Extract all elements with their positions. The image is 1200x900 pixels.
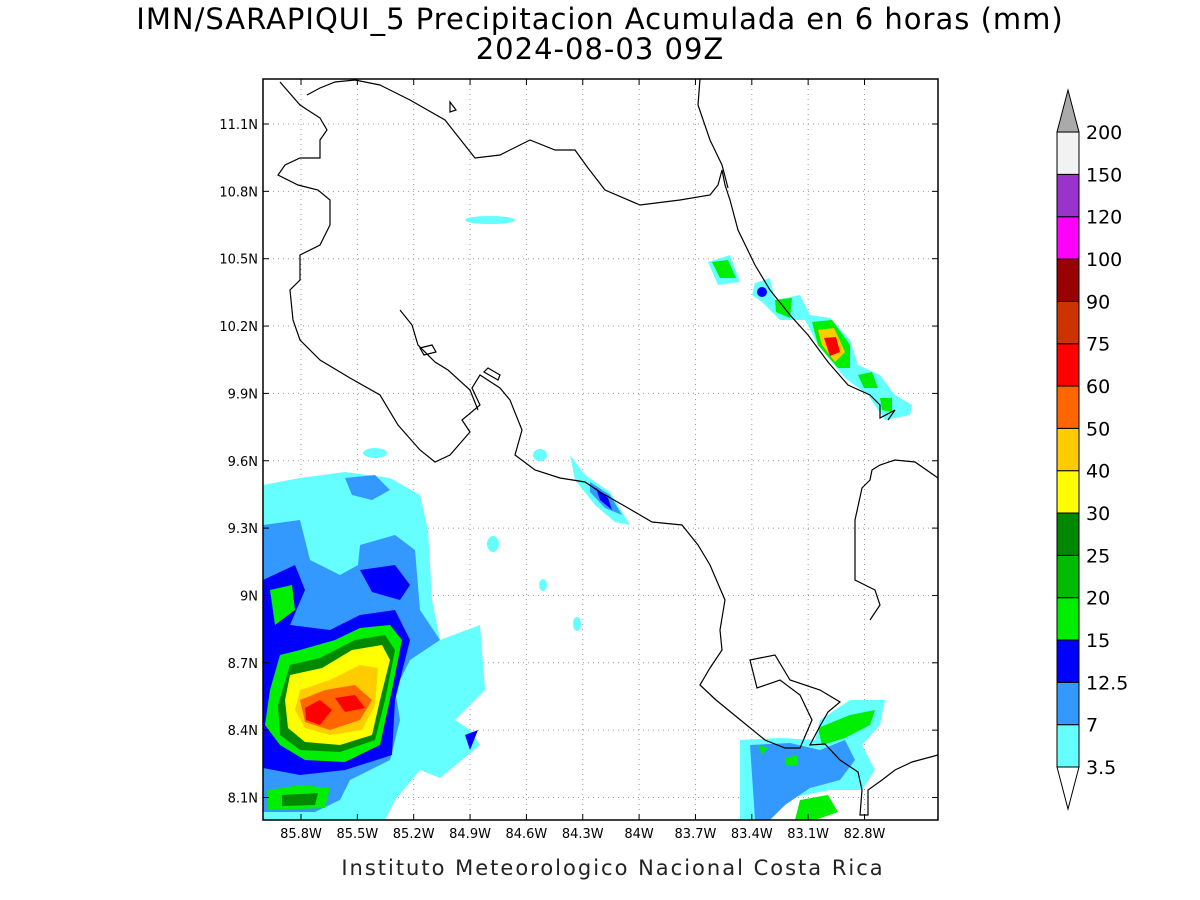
colorbar-segment bbox=[1057, 513, 1079, 555]
lat-tick-label: 10.8N bbox=[219, 185, 258, 200]
lon-tick-label: 83.4W bbox=[731, 827, 773, 842]
lat-tick-label: 11.1N bbox=[219, 118, 258, 133]
colorbar-segment bbox=[1057, 344, 1079, 386]
lat-tick-label: 8.4N bbox=[228, 724, 258, 739]
colorbar-label: 7 bbox=[1086, 715, 1098, 737]
colorbar-segment bbox=[1057, 174, 1079, 216]
colorbar-label: 50 bbox=[1086, 418, 1110, 440]
colorbar: 3.5 7 12.5 15 20 25 30 40 50 60 75 90 100 120 150 200 bbox=[1057, 90, 1128, 809]
colorbar-segment bbox=[1057, 640, 1079, 682]
lon-tick-label: 84.6W bbox=[505, 827, 547, 842]
colorbar-lower-arrow bbox=[1057, 767, 1079, 809]
lon-tick-label: 83.1W bbox=[787, 827, 829, 842]
lat-tick-label: 8.7N bbox=[228, 657, 258, 672]
colorbar-segment bbox=[1057, 259, 1079, 301]
lat-tick-label: 10.2N bbox=[219, 320, 258, 335]
colorbar-segment bbox=[1057, 428, 1079, 470]
colorbar-segment bbox=[1057, 682, 1079, 724]
colorbar-segment bbox=[1057, 386, 1079, 428]
colorbar-label: 150 bbox=[1086, 164, 1122, 186]
lon-tick-label: 85.8W bbox=[280, 827, 322, 842]
lon-tick-label: 82.8W bbox=[844, 827, 886, 842]
lon-tick-label: 84W bbox=[624, 827, 654, 842]
colorbar-label: 15 bbox=[1086, 630, 1110, 652]
colorbar-label: 100 bbox=[1086, 249, 1122, 271]
lat-tick-label: 9.6N bbox=[228, 455, 258, 470]
colorbar-label: 200 bbox=[1086, 122, 1122, 144]
colorbar-label: 20 bbox=[1086, 588, 1110, 610]
colorbar-segment bbox=[1057, 217, 1079, 259]
colorbar-segment bbox=[1057, 471, 1079, 513]
lat-tick-label: 9.9N bbox=[228, 387, 258, 402]
lon-tick-label: 85.5W bbox=[336, 827, 378, 842]
lat-tick-label: 8.1N bbox=[228, 792, 258, 807]
colorbar-label: 90 bbox=[1086, 291, 1110, 313]
colorbar-segment bbox=[1057, 555, 1079, 597]
colorbar-label: 3.5 bbox=[1086, 757, 1116, 779]
colorbar-segment bbox=[1057, 132, 1079, 174]
colorbar-segment bbox=[1057, 598, 1079, 640]
colorbar-label: 30 bbox=[1086, 503, 1110, 525]
lat-tick-label: 10.5N bbox=[219, 253, 258, 268]
lon-tick-label: 84.9W bbox=[449, 827, 491, 842]
colorbar-upper-arrow bbox=[1057, 90, 1079, 132]
lon-tick-label: 83.7W bbox=[675, 827, 717, 842]
colorbar-segment bbox=[1057, 301, 1079, 343]
lon-tick-label: 85.2W bbox=[393, 827, 435, 842]
colorbar-label: 40 bbox=[1086, 461, 1110, 483]
colorbar-label: 25 bbox=[1086, 545, 1110, 567]
colorbar-label: 120 bbox=[1086, 207, 1122, 229]
lat-tick-label: 9.3N bbox=[228, 522, 258, 537]
colorbar-segment bbox=[1057, 725, 1079, 767]
footer-credit: Instituto Meteorologico Nacional Costa R… bbox=[0, 856, 1200, 880]
precipitation-field bbox=[263, 216, 912, 820]
colorbar-label: 12.5 bbox=[1086, 672, 1128, 694]
lon-tick-label: 84.3W bbox=[562, 827, 604, 842]
colorbar-label: 75 bbox=[1086, 334, 1110, 356]
lat-tick-label: 9N bbox=[240, 589, 258, 604]
colorbar-label: 60 bbox=[1086, 376, 1110, 398]
